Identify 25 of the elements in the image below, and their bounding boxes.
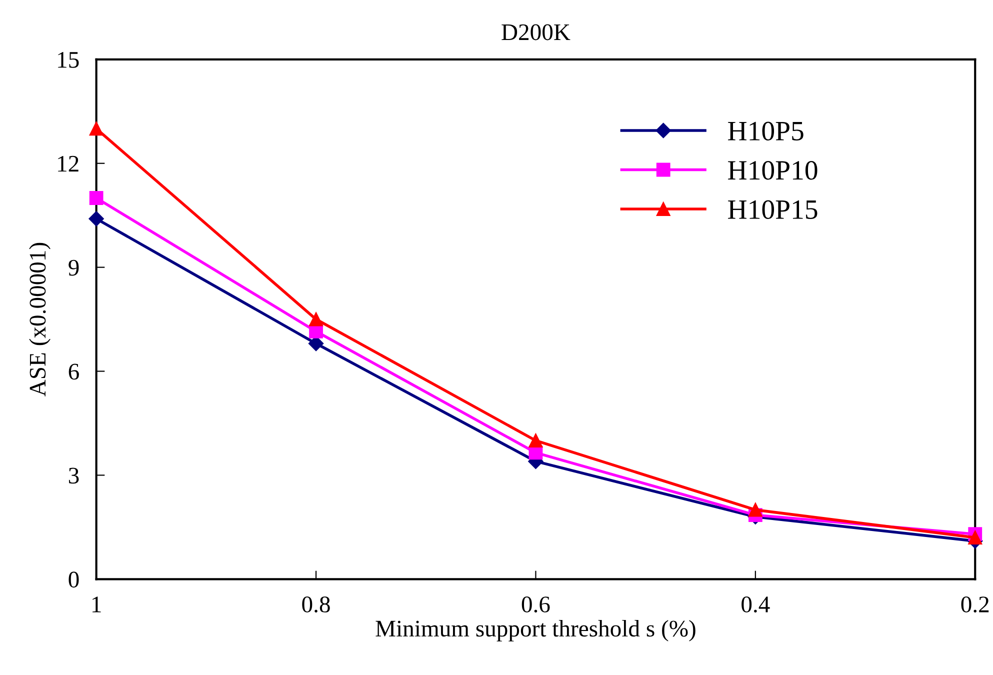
chart-title: D200K <box>502 24 570 40</box>
point <box>309 312 323 326</box>
x-tick-label: 0.4 <box>742 596 770 613</box>
point <box>89 122 104 136</box>
point <box>528 434 543 448</box>
legend-label: H10P5 <box>728 122 804 140</box>
point <box>88 211 104 226</box>
legend-label: H10P15 <box>728 200 818 219</box>
x-tick-label: 0.6 <box>522 596 550 613</box>
x-tick-label: 0.8 <box>302 596 330 613</box>
point <box>968 530 982 545</box>
point <box>89 191 104 205</box>
legend-label: H10P10 <box>728 161 818 180</box>
y-tick-label: 9 <box>68 260 79 276</box>
point <box>748 502 762 517</box>
y-tick-label: 15 <box>58 52 79 68</box>
x-axis-title: Minimum support threshold s (%) <box>376 620 696 642</box>
point <box>309 324 323 338</box>
x-tick-label: 1 <box>92 596 101 612</box>
y-tick-label: 3 <box>68 468 79 484</box>
y-tick-label: 6 <box>68 364 79 380</box>
y-tick-label: 12 <box>58 156 78 172</box>
y-tick-label: 0 <box>68 572 79 588</box>
y-axis-title: ASE (x0.00001) <box>29 242 50 396</box>
x-tick-label: 0.2 <box>961 596 989 613</box>
